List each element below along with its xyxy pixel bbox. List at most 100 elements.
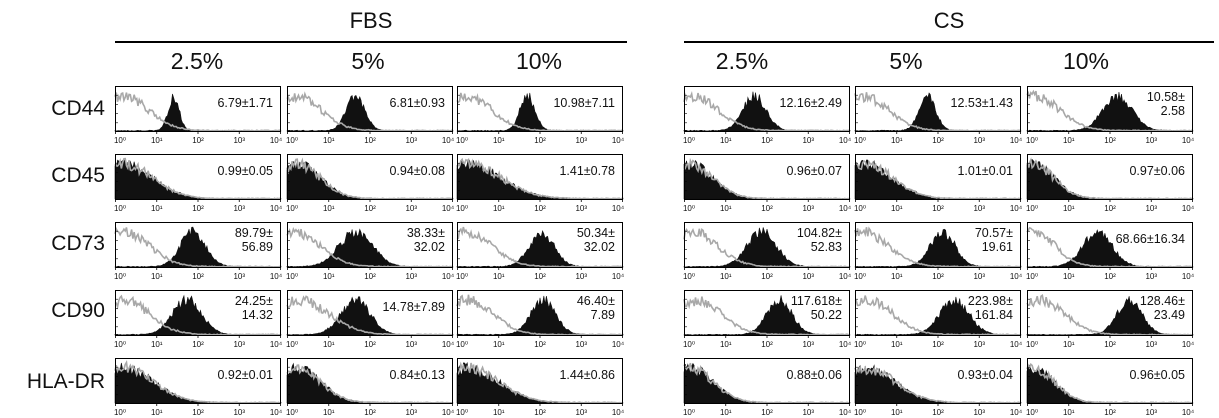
x-tick-label: 10⁴ (270, 340, 283, 349)
isotype-histogram (456, 226, 624, 268)
x-tick-label: 10⁰ (456, 340, 468, 349)
histogram-panel-cd90-cs-3: 10⁰ 10¹ 10² 10³ 10⁴ 128.46± 23.49 (1026, 290, 1195, 350)
marker-label-cd44: CD44 (51, 97, 105, 120)
x-tick-label: 10² (364, 204, 376, 213)
x-tick-label: 10² (1104, 272, 1116, 281)
histogram-plot: 10⁰ 10¹ 10² 10³ 10⁴ (854, 154, 1023, 213)
histogram-plot: 10⁰ 10¹ 10² 10³ 10⁴ (854, 86, 1023, 145)
isotype-histogram (456, 361, 624, 404)
x-tick-label: 10⁰ (286, 136, 298, 145)
x-tick-label: 10¹ (891, 340, 903, 349)
x-tick-label: 10¹ (720, 204, 732, 213)
mfi-value: 0.94±0.08 (389, 164, 445, 178)
mfi-value: 1.44±0.86 (559, 368, 615, 382)
histogram-panel-cd45-fbs-3: 10⁰ 10¹ 10² 10³ 10⁴ 1.41±0.78 (456, 154, 625, 214)
histogram-panel-cd44-cs-2: 10⁰ 10¹ 10² 10³ 10⁴ 12.53±1.43 (854, 86, 1023, 146)
x-tick-label: 10³ (802, 272, 814, 281)
x-tick-label: 10² (534, 136, 546, 145)
x-tick-label: 10² (761, 204, 773, 213)
x-tick-label: 10¹ (151, 340, 163, 349)
x-tick-label: 10⁴ (839, 136, 852, 145)
histogram-plot: 10⁰ 10¹ 10² 10³ 10⁴ (456, 86, 625, 145)
x-tick-label: 10⁰ (683, 136, 695, 145)
histogram-panel-cd90-fbs-1: 10⁰ 10¹ 10² 10³ 10⁴ 24.25± 14.32 (114, 290, 283, 350)
mfi-line: 14.32 (241, 308, 273, 322)
group-divider-cs (684, 41, 1214, 43)
mfi-line: 0.93±0.04 (957, 368, 1013, 382)
histogram-plot: 10⁰ 10¹ 10² 10³ 10⁴ (114, 154, 283, 213)
x-tick-label: 10² (534, 272, 546, 281)
x-tick-label: 10² (932, 204, 944, 213)
x-tick-label: 10⁰ (683, 340, 695, 349)
histogram-panel-cd44-cs-1: 10⁰ 10¹ 10² 10³ 10⁴ 12.16±2.49 (683, 86, 852, 146)
isotype-histogram (114, 92, 282, 132)
x-tick-label: 10⁰ (854, 136, 866, 145)
mfi-value: 68.66±16.34 (1116, 232, 1185, 246)
mfi-line: 0.99±0.05 (217, 164, 273, 178)
mfi-line: 0.96±0.07 (786, 164, 842, 178)
x-tick-label: 10³ (973, 204, 985, 213)
x-tick-label: 10² (932, 340, 944, 349)
histogram-plot: 10⁰ 10¹ 10² 10³ 10⁴ (114, 222, 283, 281)
x-tick-label: 10³ (802, 340, 814, 349)
histogram-plot: 10⁰ 10¹ 10² 10³ 10⁴ (286, 290, 455, 349)
x-tick-label: 10³ (405, 204, 417, 213)
marker-label-cd45: CD45 (51, 164, 105, 187)
x-tick-label: 10⁴ (270, 136, 283, 145)
mfi-value: 117.618± 50.22 (791, 294, 842, 322)
histogram-panel-cd73-cs-2: 10⁰ 10¹ 10² 10³ 10⁴ 70.57± 19.61 (854, 222, 1023, 282)
histogram-plot: 10⁰ 10¹ 10² 10³ 10⁴ (854, 222, 1023, 281)
x-tick-label: 10¹ (323, 340, 335, 349)
histogram-panel-cd45-cs-2: 10⁰ 10¹ 10² 10³ 10⁴ 1.01±0.01 (854, 154, 1023, 214)
x-tick-label: 10⁴ (1182, 136, 1195, 145)
x-tick-label: 10² (364, 272, 376, 281)
x-tick-label: 10¹ (1063, 136, 1075, 145)
mfi-line: 32.02 (413, 240, 445, 254)
x-tick-label: 10⁰ (114, 204, 126, 213)
x-tick-label: 10² (932, 272, 944, 281)
mfi-value: 223.98± 161.84 (968, 294, 1013, 322)
x-tick-label: 10¹ (323, 136, 335, 145)
x-tick-label: 10¹ (720, 136, 732, 145)
histogram-panel-cd90-cs-1: 10⁰ 10¹ 10² 10³ 10⁴ 117.618± 50.22 (683, 290, 852, 350)
mfi-value: 1.41±0.78 (559, 164, 615, 178)
x-tick-label: 10⁴ (839, 340, 852, 349)
isotype-histogram (114, 294, 282, 336)
mfi-value: 14.78±7.89 (383, 300, 445, 314)
x-tick-label: 10² (1104, 340, 1116, 349)
x-tick-label: 10⁴ (270, 204, 283, 213)
isotype-histogram (854, 226, 1022, 268)
isotype-histogram (114, 157, 282, 200)
x-tick-label: 10¹ (151, 272, 163, 281)
x-tick-label: 10¹ (493, 136, 505, 145)
mfi-line: 68.66±16.34 (1115, 232, 1185, 246)
x-tick-label: 10² (192, 204, 204, 213)
mfi-line: 0.92±0.01 (217, 368, 273, 382)
x-tick-label: 10³ (973, 340, 985, 349)
x-tick-label: 10⁰ (286, 272, 298, 281)
x-tick-label: 10⁰ (683, 204, 695, 213)
x-tick-label: 10¹ (891, 136, 903, 145)
mfi-value: 0.97±0.06 (1129, 164, 1185, 178)
x-tick-label: 10⁰ (114, 272, 126, 281)
isotype-histogram (286, 157, 454, 200)
mfi-value: 104.82± 52.83 (797, 226, 842, 254)
histogram-plot: 10⁰ 10¹ 10² 10³ 10⁴ (456, 358, 625, 417)
mfi-value: 0.84±0.13 (389, 368, 445, 382)
x-tick-label: 10⁰ (1026, 136, 1038, 145)
histogram-panel-cd90-cs-2: 10⁰ 10¹ 10² 10³ 10⁴ 223.98± 161.84 (854, 290, 1023, 350)
x-tick-label: 10³ (405, 272, 417, 281)
isotype-histogram (683, 296, 851, 336)
mfi-line: 14.78±7.89 (382, 300, 445, 314)
x-tick-label: 10² (1104, 136, 1116, 145)
isotype-histogram (683, 90, 851, 132)
x-tick-label: 10⁴ (1182, 272, 1195, 281)
histogram-panel-hla-dr-cs-2: 10⁰ 10¹ 10² 10³ 10⁴ 0.93±0.04 (854, 358, 1023, 418)
x-tick-label: 10¹ (891, 204, 903, 213)
x-tick-label: 10³ (233, 340, 245, 349)
histogram-plot: 10⁰ 10¹ 10² 10³ 10⁴ (1026, 154, 1195, 213)
x-tick-label: 10¹ (493, 340, 505, 349)
x-tick-label: 10⁰ (286, 204, 298, 213)
x-tick-label: 10⁴ (442, 272, 455, 281)
mfi-line: 7.89 (590, 308, 615, 322)
